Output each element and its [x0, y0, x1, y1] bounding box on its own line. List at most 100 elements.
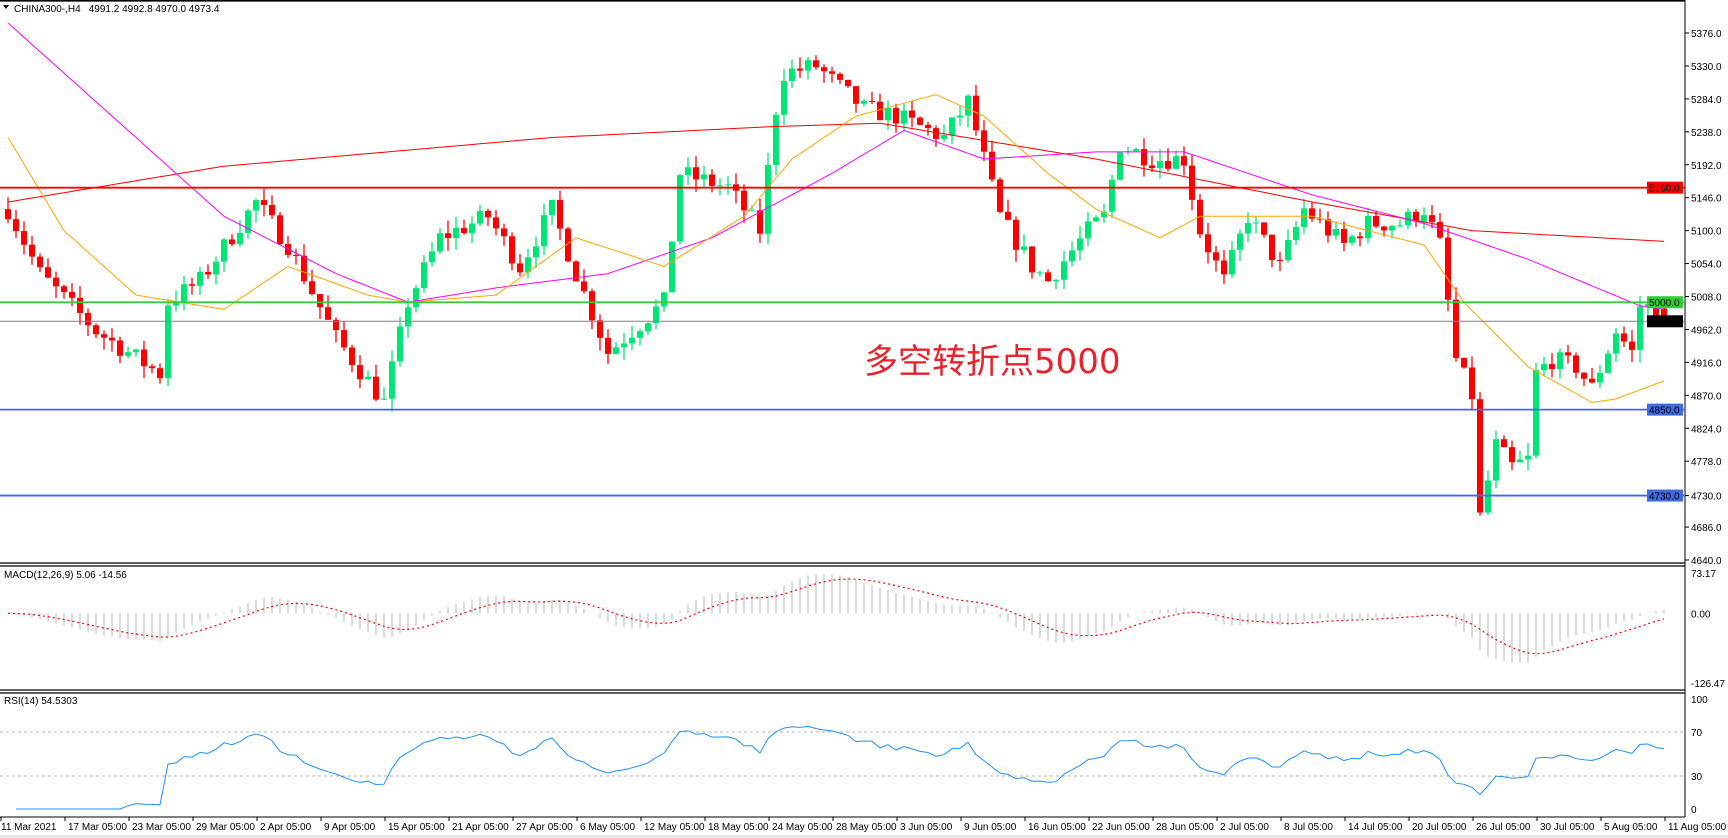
price-panel[interactable] [0, 22, 1685, 516]
candle [181, 276, 187, 311]
candle [229, 234, 235, 247]
candle [925, 121, 931, 136]
time-tick-label: 8 Jul 05:00 [1284, 822, 1333, 833]
time-tick-label: 15 Apr 05:00 [388, 822, 445, 833]
candle [1093, 215, 1099, 223]
candle [301, 244, 307, 285]
candle [149, 364, 155, 374]
candle [1389, 224, 1395, 239]
candle [189, 277, 195, 295]
candle [213, 256, 219, 285]
candle [517, 254, 523, 277]
candle [341, 321, 347, 351]
candle [765, 152, 771, 244]
candle [37, 253, 43, 273]
candle [485, 208, 491, 226]
price-tick-label: 4824.0 [1691, 424, 1722, 435]
candle [525, 248, 531, 278]
price-tick-label: 4778.0 [1691, 457, 1722, 468]
candle [1501, 435, 1507, 448]
price-tick-label: 5054.0 [1691, 260, 1722, 271]
price-tick-label: 4916.0 [1691, 358, 1722, 369]
candle [269, 195, 275, 219]
time-tick-label: 28 Jun 05:00 [1156, 822, 1214, 833]
candle [885, 100, 891, 130]
candle [1437, 213, 1443, 240]
macd-tick-label: 0.00 [1691, 609, 1711, 620]
candle [429, 241, 435, 267]
axes: 5376.0 5330.0 5284.0 5238.0 5192.0 5146.0 5100… [0, 29, 1727, 833]
time-tick-label: 2 Apr 05:00 [260, 822, 312, 833]
candle [965, 94, 971, 128]
price-line-label: 4730.0 [1649, 492, 1680, 503]
candle [1597, 365, 1603, 388]
candle [557, 190, 563, 241]
candle [893, 103, 899, 133]
candle [597, 314, 603, 351]
candle [1261, 221, 1267, 238]
macd-panel[interactable] [7, 574, 1665, 664]
candle [53, 271, 59, 299]
price-line-label-bg [1647, 296, 1683, 309]
candle [1477, 392, 1483, 516]
candle [917, 116, 923, 126]
candle [205, 264, 211, 280]
candle [1509, 440, 1515, 471]
candle [741, 184, 747, 223]
candle [541, 203, 547, 256]
rsi-tick-label: 0 [1691, 805, 1697, 816]
time-tick-label: 24 May 05:00 [772, 822, 833, 833]
price-line-label: 5000.0 [1649, 298, 1680, 309]
price-tick-label: 5008.0 [1691, 293, 1722, 304]
moving-average-line-1 [7, 22, 1665, 310]
candle [1221, 249, 1227, 285]
time-tick-label: 20 Jul 05:00 [1412, 822, 1467, 833]
macd-tick-label: 73.17 [1691, 569, 1716, 580]
candle [1557, 348, 1563, 379]
candle [1029, 246, 1035, 279]
time-tick-label: 6 May 05:00 [580, 822, 635, 833]
candle [285, 236, 291, 258]
moving-average-line-0 [7, 122, 1665, 242]
price-tick-label: 5284.0 [1691, 95, 1722, 106]
candle [1541, 356, 1547, 376]
moving-average-line-2 [7, 94, 1665, 404]
candle [1245, 212, 1251, 243]
candle [1037, 270, 1043, 277]
candle [589, 288, 595, 330]
candle [1413, 209, 1419, 228]
candle [581, 269, 587, 294]
candle [853, 85, 859, 113]
dropdown-triangle-icon[interactable] [3, 5, 9, 9]
candle [1341, 221, 1347, 252]
candle [197, 266, 203, 295]
candle [629, 325, 635, 350]
candle [637, 328, 643, 346]
price-line-label-bg [1647, 489, 1683, 502]
time-tick-label: 9 Jun 05:00 [964, 822, 1017, 833]
candle [309, 269, 315, 296]
annotation-text: 多空转折点5000 [864, 342, 1121, 382]
candle [725, 176, 731, 195]
candle [1461, 357, 1467, 369]
candle [293, 248, 299, 265]
candle [29, 235, 35, 265]
time-tick-label: 16 Jun 05:00 [1028, 822, 1086, 833]
candle [717, 178, 723, 196]
candle [1349, 234, 1355, 246]
candle [949, 116, 955, 144]
status-strip [0, 835, 1728, 838]
rsi-panel[interactable] [0, 725, 1685, 810]
candle [437, 227, 443, 255]
candle [973, 85, 979, 136]
candle [1117, 151, 1123, 181]
candle [397, 316, 403, 367]
candle [933, 125, 939, 147]
candle [1573, 352, 1579, 379]
rsi-tick-label: 70 [1691, 728, 1703, 739]
candle [1333, 221, 1339, 240]
candle [325, 295, 331, 321]
candle [781, 69, 787, 126]
